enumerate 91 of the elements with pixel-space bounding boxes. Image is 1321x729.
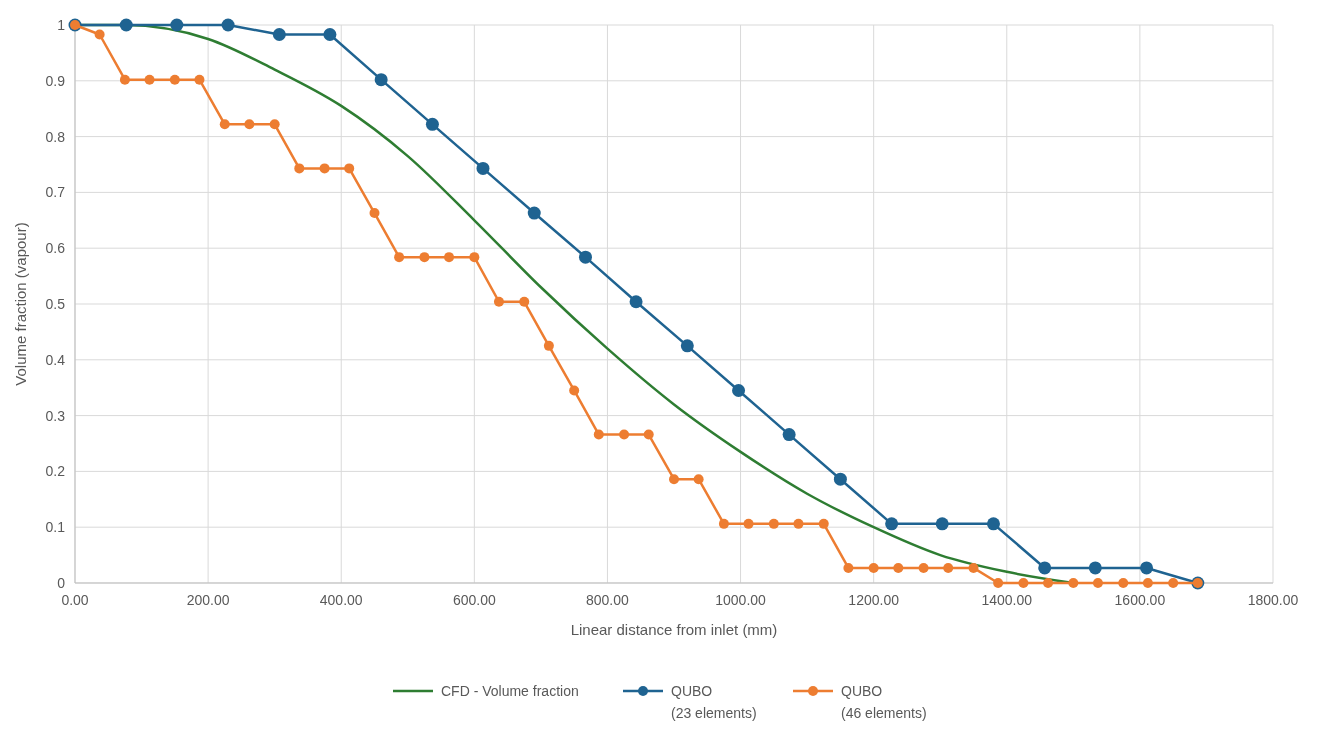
y-tick-label: 0.6 bbox=[45, 240, 66, 257]
point bbox=[221, 18, 235, 32]
point bbox=[1018, 578, 1029, 588]
point bbox=[693, 474, 704, 485]
y-tick-label: 0.9 bbox=[45, 72, 66, 89]
point bbox=[1142, 578, 1153, 588]
point bbox=[718, 518, 729, 529]
point bbox=[669, 474, 679, 485]
point bbox=[818, 518, 829, 529]
point bbox=[643, 429, 654, 440]
x-tick-label: 1400.00 bbox=[981, 592, 1033, 608]
point bbox=[868, 562, 879, 573]
x-tick-label: 1000.00 bbox=[715, 592, 767, 608]
point bbox=[169, 74, 180, 85]
point bbox=[94, 29, 105, 40]
point bbox=[1038, 561, 1052, 575]
point bbox=[469, 252, 480, 263]
point bbox=[893, 562, 904, 573]
legend-label: QUBO (23 elements) bbox=[671, 683, 757, 721]
point bbox=[119, 74, 130, 85]
point bbox=[593, 429, 604, 440]
point bbox=[629, 295, 643, 309]
legend-label: QUBO (46 elements) bbox=[841, 683, 927, 721]
point bbox=[732, 383, 746, 397]
point bbox=[935, 517, 949, 531]
point bbox=[943, 562, 954, 573]
point bbox=[394, 252, 405, 263]
point bbox=[219, 119, 230, 130]
legend-label: CFD - Volume fraction bbox=[441, 683, 579, 699]
point bbox=[1088, 561, 1102, 575]
point bbox=[344, 163, 355, 174]
point bbox=[1168, 578, 1179, 588]
point bbox=[578, 250, 592, 264]
point bbox=[419, 252, 430, 263]
point bbox=[543, 340, 554, 351]
y-tick-label: 1 bbox=[57, 17, 66, 33]
x-tick-label: 200.00 bbox=[186, 592, 230, 608]
x-tick-label: 1200.00 bbox=[848, 592, 900, 608]
point bbox=[918, 562, 929, 573]
point bbox=[782, 428, 796, 442]
point bbox=[323, 27, 337, 41]
y-tick-label: 0.7 bbox=[45, 184, 66, 201]
y-tick-label: 0.8 bbox=[45, 128, 66, 145]
point bbox=[476, 161, 490, 175]
point bbox=[269, 119, 280, 130]
point bbox=[743, 518, 754, 529]
point bbox=[272, 27, 286, 41]
x-tick-label: 800.00 bbox=[586, 592, 630, 608]
point bbox=[1092, 578, 1103, 588]
y-tick-label: 0.1 bbox=[45, 519, 66, 536]
point bbox=[680, 339, 694, 353]
point bbox=[374, 73, 388, 87]
point bbox=[1043, 578, 1054, 588]
point bbox=[793, 518, 804, 529]
point bbox=[294, 163, 305, 174]
point bbox=[425, 117, 439, 131]
point bbox=[244, 119, 255, 130]
x-tick-label: 1800.00 bbox=[1247, 592, 1299, 608]
point bbox=[885, 517, 899, 531]
point bbox=[527, 206, 541, 220]
point bbox=[194, 74, 205, 85]
x-tick-label: 600.00 bbox=[452, 592, 496, 608]
point bbox=[519, 296, 530, 307]
y-tick-label: 0 bbox=[57, 575, 66, 591]
point bbox=[444, 252, 455, 263]
y-tick-label: 0.3 bbox=[45, 407, 66, 424]
x-axis-title: Linear distance from inlet (mm) bbox=[570, 621, 778, 638]
point bbox=[833, 472, 847, 486]
point bbox=[1068, 578, 1079, 588]
point bbox=[993, 578, 1004, 588]
x-tick-label: 0.00 bbox=[61, 592, 89, 608]
y-tick-label: 0.2 bbox=[45, 463, 66, 480]
point bbox=[119, 18, 133, 32]
y-tick-label: 0.5 bbox=[45, 296, 66, 312]
x-tick-label: 1600.00 bbox=[1114, 592, 1166, 608]
point bbox=[170, 18, 184, 32]
point bbox=[1140, 561, 1154, 575]
y-tick-label: 0.4 bbox=[45, 351, 66, 368]
point bbox=[319, 163, 330, 174]
point bbox=[768, 518, 779, 529]
point bbox=[843, 562, 854, 573]
y-axis-title: Volume fraction (vapour) bbox=[12, 222, 29, 386]
point bbox=[569, 385, 580, 396]
point bbox=[369, 208, 380, 219]
point bbox=[968, 562, 979, 573]
point bbox=[619, 429, 630, 440]
point bbox=[986, 517, 1000, 531]
point bbox=[1118, 578, 1129, 588]
point bbox=[493, 296, 504, 307]
point bbox=[144, 74, 155, 85]
x-tick-label: 400.00 bbox=[319, 592, 363, 608]
